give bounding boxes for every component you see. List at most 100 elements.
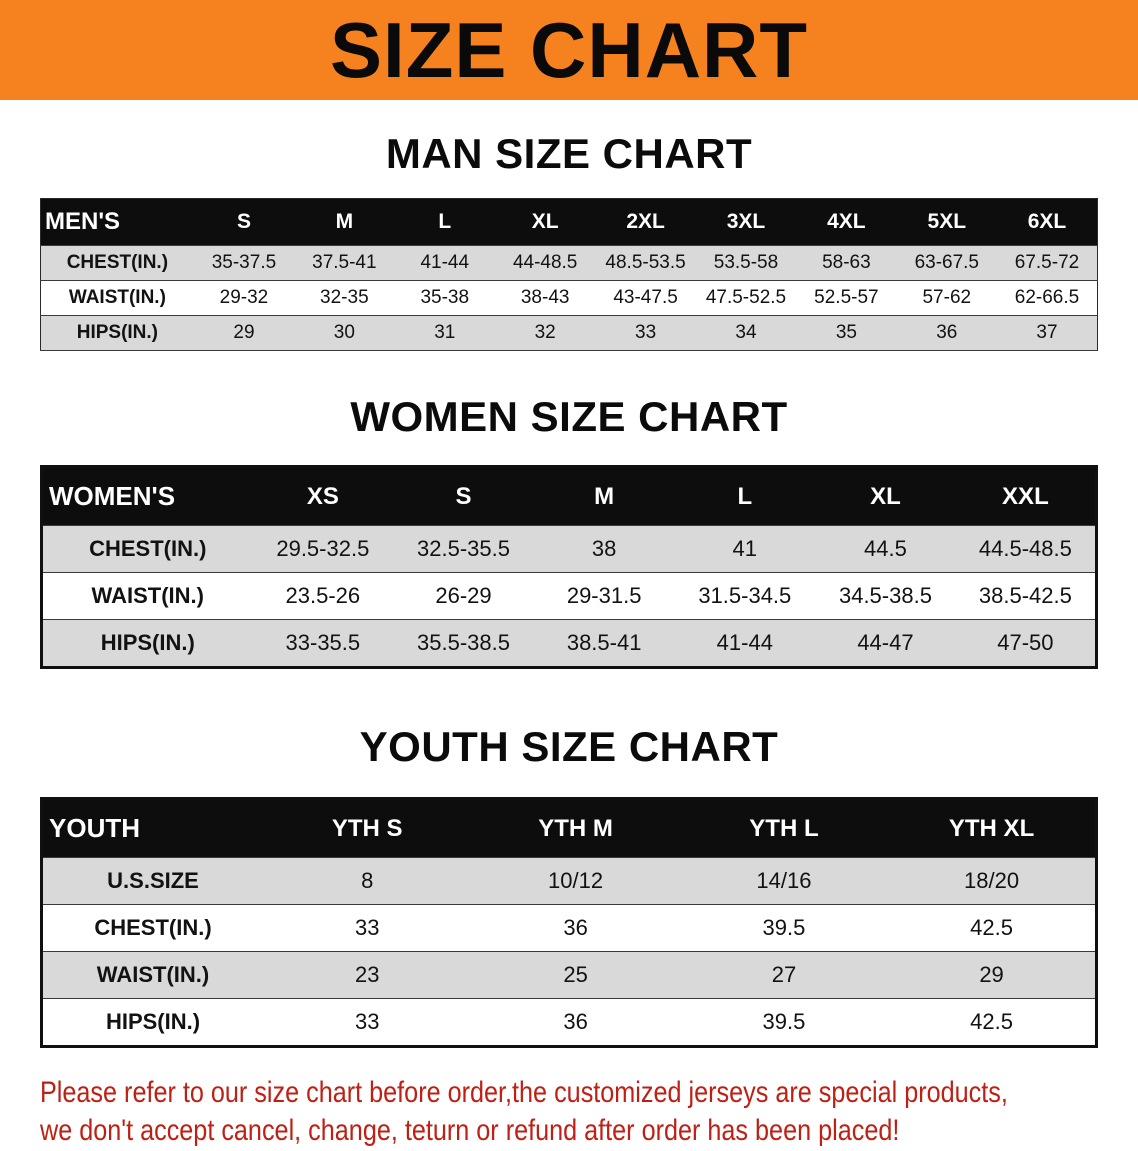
measurement-row: WAIST(IN.) 23.5-26 26-29 29-31.5 31.5-34.5 34… (41, 572, 1097, 620)
measurement-value-cell: 32-35 (294, 280, 395, 316)
size-column-header: S (193, 198, 295, 246)
disclaimer: Please refer to our size chart before or… (40, 1074, 1138, 1151)
size-column-header: M (533, 466, 675, 526)
measurement-value-cell: 33 (263, 998, 472, 1047)
measurement-row: HIPS(IN.) 33-35.5 35.5-38.5 38.5-41 41-44 44-… (41, 619, 1097, 668)
measurement-value-cell: 48.5-53.5 (595, 245, 696, 281)
measurement-value-cell: 38.5-42.5 (955, 572, 1097, 620)
measurement-value-cell: 23 (263, 951, 472, 999)
measurement-value-cell: 26-29 (393, 572, 534, 620)
measurement-value-cell: 39.5 (679, 904, 889, 952)
measurement-value-cell: 57-62 (896, 280, 997, 316)
measurement-label-cell: HIPS(IN.) (41, 998, 264, 1047)
measurement-row: HIPS(IN.) 33 36 39.5 42.5 (41, 998, 1097, 1047)
measurement-value-cell: 8 (263, 857, 472, 905)
measurement-value-cell: 41 (674, 525, 816, 573)
measurement-value-cell: 38 (533, 525, 675, 573)
measurement-value-cell: 35-37.5 (193, 245, 295, 281)
measurement-row: HIPS(IN.) 29 30 31 32 33 34 35 36 37 (40, 315, 1098, 351)
size-column-header: XL (494, 198, 596, 246)
table-title-cell: YOUTH (41, 798, 264, 858)
measurement-row: WAIST(IN.) 29-32 32-35 35-38 38-43 43-47.5 47.… (40, 280, 1098, 316)
measurement-value-cell: 31.5-34.5 (674, 572, 816, 620)
size-chart-banner: SIZE CHART (0, 0, 1138, 100)
measurement-value-cell: 32 (494, 315, 596, 351)
measurement-value-cell: 29-32 (193, 280, 295, 316)
measurement-value-cell: 32.5-35.5 (393, 525, 534, 573)
measurement-value-cell: 43-47.5 (595, 280, 696, 316)
measurement-value-cell: 23.5-26 (252, 572, 394, 620)
measurement-label-cell: CHEST(IN.) (41, 904, 264, 952)
measurement-value-cell: 42.5 (888, 904, 1097, 952)
measurement-value-cell: 29 (888, 951, 1097, 999)
header-row: WOMEN'S XS S M L XL XXL (41, 466, 1097, 526)
size-column-header: S (393, 466, 534, 526)
size-column-header: L (674, 466, 816, 526)
men-section-heading: MAN SIZE CHART (385, 130, 753, 177)
size-column-header: YTH M (471, 798, 680, 858)
measurement-value-cell: 44-47 (815, 619, 956, 668)
measurement-value-cell: 47.5-52.5 (695, 280, 797, 316)
measurement-value-cell: 34.5-38.5 (815, 572, 956, 620)
measurement-label-cell: WAIST(IN.) (41, 951, 264, 999)
measurement-value-cell: 42.5 (888, 998, 1097, 1047)
header-row: YOUTH YTH S YTH M YTH L YTH XL (41, 798, 1097, 858)
women-section: WOMEN SIZE CHART WOMEN'S XS S M L XL XXL CHEST(… (0, 393, 1138, 669)
measurement-value-cell: 47-50 (955, 619, 1097, 668)
measurement-value-cell: 36 (896, 315, 997, 351)
measurement-value-cell: 41-44 (674, 619, 816, 668)
measurement-value-cell: 44.5-48.5 (955, 525, 1097, 573)
measurement-value-cell: 44-48.5 (494, 245, 596, 281)
measurement-value-cell: 36 (471, 998, 680, 1047)
size-column-header: XS (252, 466, 394, 526)
measurement-value-cell: 35-38 (394, 280, 495, 316)
women-section-heading: WOMEN SIZE CHART (350, 393, 788, 440)
measurement-value-cell: 37 (997, 315, 1098, 351)
measurement-row: U.S.SIZE 8 10/12 14/16 18/20 (41, 857, 1097, 905)
measurement-label-cell: WAIST(IN.) (41, 572, 253, 620)
measurement-value-cell: 52.5-57 (796, 280, 897, 316)
measurement-value-cell: 25 (471, 951, 680, 999)
measurement-value-cell: 39.5 (679, 998, 889, 1047)
measurement-value-cell: 53.5-58 (695, 245, 797, 281)
size-column-header: YTH S (263, 798, 472, 858)
size-column-header: 4XL (796, 198, 897, 246)
table-title-cell: WOMEN'S (41, 466, 253, 526)
size-column-header: XXL (955, 466, 1097, 526)
measurement-value-cell: 10/12 (471, 857, 680, 905)
women-size-table: WOMEN'S XS S M L XL XXL CHEST(IN.) 29.5-32.5 32.5… (40, 465, 1098, 669)
measurement-label-cell: CHEST(IN.) (40, 245, 194, 281)
measurement-label-cell: CHEST(IN.) (41, 525, 253, 573)
measurement-value-cell: 29 (193, 315, 295, 351)
measurement-value-cell: 38.5-41 (533, 619, 675, 668)
size-column-header: 2XL (595, 198, 696, 246)
size-column-header: M (294, 198, 395, 246)
size-column-header: YTH L (679, 798, 889, 858)
size-column-header: 3XL (695, 198, 797, 246)
header-row: MEN'S S M L XL 2XL 3XL 4XL 5XL 6XL (40, 198, 1098, 246)
disclaimer-line-1: Please refer to our size chart before or… (40, 1076, 1008, 1109)
measurement-value-cell: 33 (595, 315, 696, 351)
measurement-value-cell: 44.5 (815, 525, 956, 573)
measurement-label-cell: WAIST(IN.) (40, 280, 194, 316)
table-title-cell: MEN'S (40, 198, 194, 246)
measurement-row: CHEST(IN.) 33 36 39.5 42.5 (41, 904, 1097, 952)
measurement-value-cell: 34 (695, 315, 797, 351)
youth-section-heading: YOUTH SIZE CHART (359, 723, 779, 770)
measurement-label-cell: HIPS(IN.) (40, 315, 194, 351)
measurement-value-cell: 58-63 (796, 245, 897, 281)
measurement-label-cell: U.S.SIZE (41, 857, 264, 905)
measurement-value-cell: 67.5-72 (997, 245, 1098, 281)
measurement-value-cell: 41-44 (394, 245, 495, 281)
measurement-value-cell: 33-35.5 (252, 619, 394, 668)
men-size-table: MEN'S S M L XL 2XL 3XL 4XL 5XL 6XL CHEST(IN.) 35-37… (40, 198, 1098, 351)
size-column-header: YTH XL (888, 798, 1097, 858)
measurement-value-cell: 35 (796, 315, 897, 351)
measurement-value-cell: 30 (294, 315, 395, 351)
youth-size-table: YOUTH YTH S YTH M YTH L YTH XL U.S.SIZE 8 10/12… (40, 797, 1098, 1048)
measurement-label-cell: HIPS(IN.) (41, 619, 253, 668)
size-column-header: L (394, 198, 495, 246)
size-column-header: XL (815, 466, 956, 526)
measurement-value-cell: 14/16 (679, 857, 889, 905)
measurement-value-cell: 37.5-41 (294, 245, 395, 281)
